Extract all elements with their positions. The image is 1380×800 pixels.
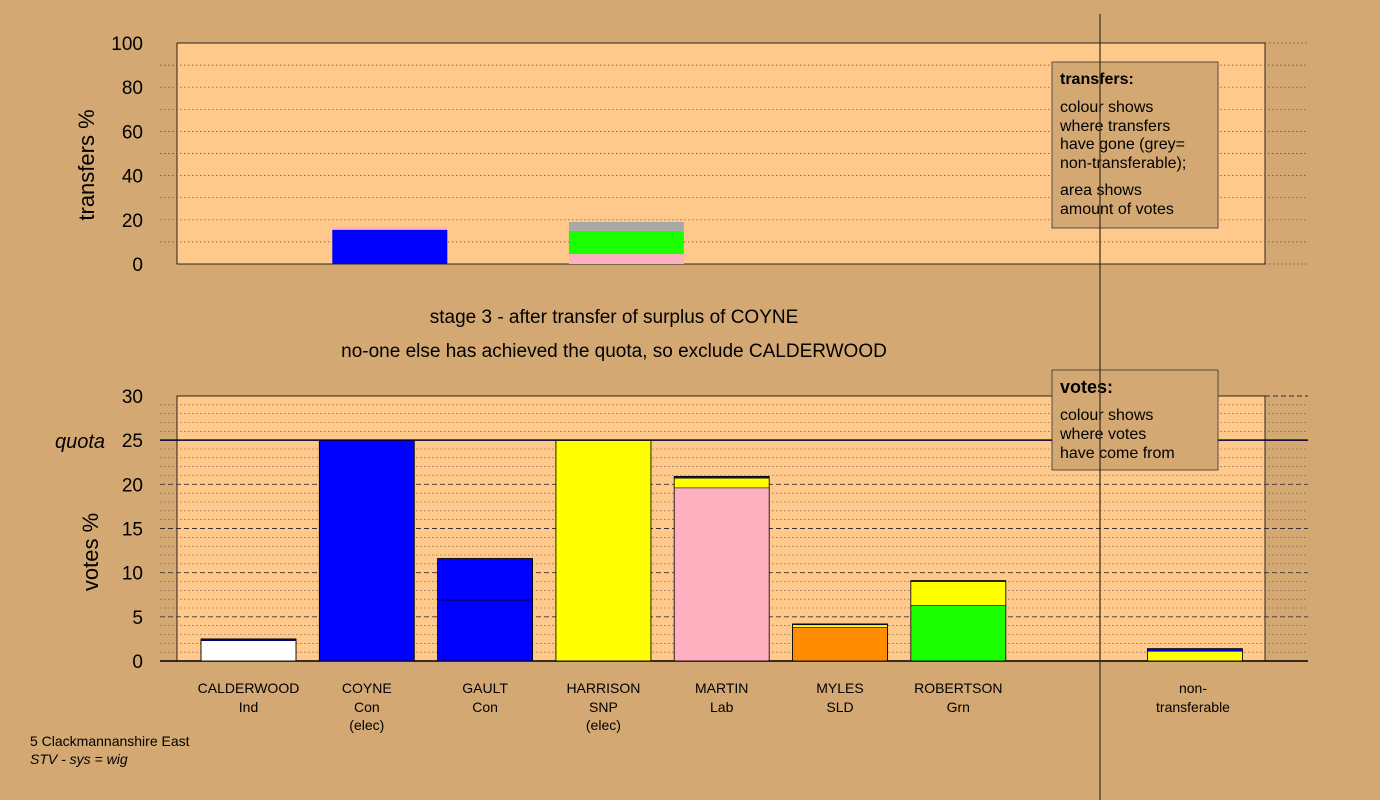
votes-y-ticks: 0 5 10 15 20 25 30 bbox=[122, 387, 143, 673]
vote-segment-ind bbox=[200, 640, 297, 662]
quota-label: quota bbox=[55, 431, 105, 453]
candidate-party: Con bbox=[354, 699, 380, 715]
votes-legend-line: where votes bbox=[1059, 426, 1146, 443]
candidate-labels: CALDERWOOD Ind COYNE Con (elec) GAULT Con HARRI… bbox=[198, 680, 1231, 733]
votes-legend: votes: colour shows where votes have com… bbox=[1051, 369, 1219, 471]
y-tick-label: 80 bbox=[122, 78, 143, 99]
vote-segment-snp bbox=[910, 581, 1007, 606]
candidate-party: Con bbox=[472, 699, 498, 715]
candidate-name: ROBERTSON bbox=[914, 680, 1002, 696]
candidate-name: HARRISON bbox=[566, 680, 640, 696]
transfers-legend-line: colour shows bbox=[1060, 99, 1153, 116]
vote-bar-outline bbox=[673, 475, 770, 662]
candidate-name: COYNE bbox=[342, 680, 392, 696]
candidate-elected: (elec) bbox=[586, 717, 621, 733]
transfer-segment-nontransferable bbox=[568, 222, 684, 231]
y-tick-label: 0 bbox=[132, 652, 143, 673]
vote-bar-outline bbox=[792, 623, 888, 662]
exclusion-heading: no-one else has achieved the quota, so e… bbox=[341, 341, 887, 362]
vote-segment-con bbox=[437, 599, 533, 662]
vote-bar-outline bbox=[1147, 648, 1243, 662]
candidate-party: SNP bbox=[589, 699, 618, 715]
y-tick-label: 60 bbox=[122, 122, 143, 143]
candidate-party: Grn bbox=[947, 699, 970, 715]
y-tick-label: 15 bbox=[122, 520, 143, 541]
y-tick-label: 30 bbox=[122, 387, 143, 408]
votes-legend-line: have come from bbox=[1060, 445, 1175, 462]
transfers-legend-line: amount of votes bbox=[1060, 201, 1174, 218]
vote-segment-snp bbox=[792, 624, 888, 628]
votes-bars bbox=[200, 439, 1243, 662]
votes-legend-title: votes: bbox=[1060, 377, 1113, 397]
vote-bar-outline bbox=[437, 558, 534, 662]
transfer-segment-lab bbox=[568, 254, 684, 264]
vote-segment-grn bbox=[910, 605, 1007, 662]
votes-legend-line: colour shows bbox=[1060, 407, 1153, 424]
candidate-party: Lab bbox=[710, 699, 734, 715]
stage-heading: stage 3 - after transfer of surplus of C… bbox=[430, 307, 799, 328]
transfers-bars bbox=[332, 222, 684, 264]
votes-y-axis-label: votes % bbox=[78, 513, 103, 591]
transfers-panel: 0 20 40 60 80 100 transfers % transfers: colo… bbox=[74, 34, 1308, 276]
transfers-legend: transfers: colour shows where transfers … bbox=[1051, 61, 1219, 229]
vote-bar-outline bbox=[910, 580, 1007, 662]
candidate-party: Ind bbox=[239, 699, 258, 715]
y-tick-label: 100 bbox=[111, 34, 143, 55]
vote-bar-outline bbox=[200, 638, 297, 662]
y-tick-label: 20 bbox=[122, 211, 143, 232]
votes-panel: 0 5 10 15 20 25 30 CALDERWOOD Ind COYNE Con (elec)… bbox=[55, 369, 1308, 733]
transfer-segment-con bbox=[332, 229, 448, 264]
candidate-party: transferable bbox=[1156, 699, 1230, 715]
transfers-legend-title: transfers: bbox=[1060, 71, 1134, 88]
y-tick-label: 20 bbox=[122, 475, 143, 496]
candidate-name: MYLES bbox=[816, 680, 863, 696]
vote-segment-snp bbox=[673, 477, 770, 489]
candidate-name: GAULT bbox=[462, 680, 508, 696]
transfers-legend-line: non-transferable); bbox=[1060, 155, 1186, 172]
constituency-label: 5 Clackmannanshire East bbox=[30, 733, 190, 749]
vote-segment-snp bbox=[1147, 651, 1243, 662]
votes-legend-box bbox=[1051, 369, 1219, 471]
system-label: STV - sys = wig bbox=[30, 751, 128, 767]
y-tick-label: 0 bbox=[132, 255, 143, 276]
y-tick-label: 10 bbox=[122, 564, 143, 585]
transfers-y-axis-label: transfers % bbox=[74, 109, 99, 220]
candidate-name: non- bbox=[1179, 680, 1207, 696]
transfers-legend-line: where transfers bbox=[1059, 118, 1170, 135]
vote-segment-con bbox=[319, 439, 415, 662]
vote-segment-sld bbox=[792, 627, 888, 662]
vote-segment-snp bbox=[555, 439, 652, 662]
y-tick-label: 5 bbox=[132, 608, 143, 629]
vote-segment-con bbox=[437, 558, 533, 601]
transfers-legend-box bbox=[1051, 61, 1219, 229]
vote-segment-lab bbox=[673, 487, 770, 662]
candidate-name: MARTIN bbox=[695, 680, 748, 696]
transfers-legend-line: area shows bbox=[1060, 182, 1142, 199]
y-tick-label: 40 bbox=[122, 167, 143, 188]
transfers-y-ticks: 0 20 40 60 80 100 bbox=[111, 34, 143, 276]
transfers-legend-line: have gone (grey= bbox=[1060, 136, 1185, 153]
y-tick-label: 25 bbox=[122, 431, 143, 452]
candidate-elected: (elec) bbox=[349, 717, 384, 733]
transfer-segment-grn bbox=[568, 230, 684, 255]
candidate-party: SLD bbox=[826, 699, 853, 715]
transfer-segment-lab bbox=[332, 227, 448, 230]
candidate-name: CALDERWOOD bbox=[198, 680, 300, 696]
